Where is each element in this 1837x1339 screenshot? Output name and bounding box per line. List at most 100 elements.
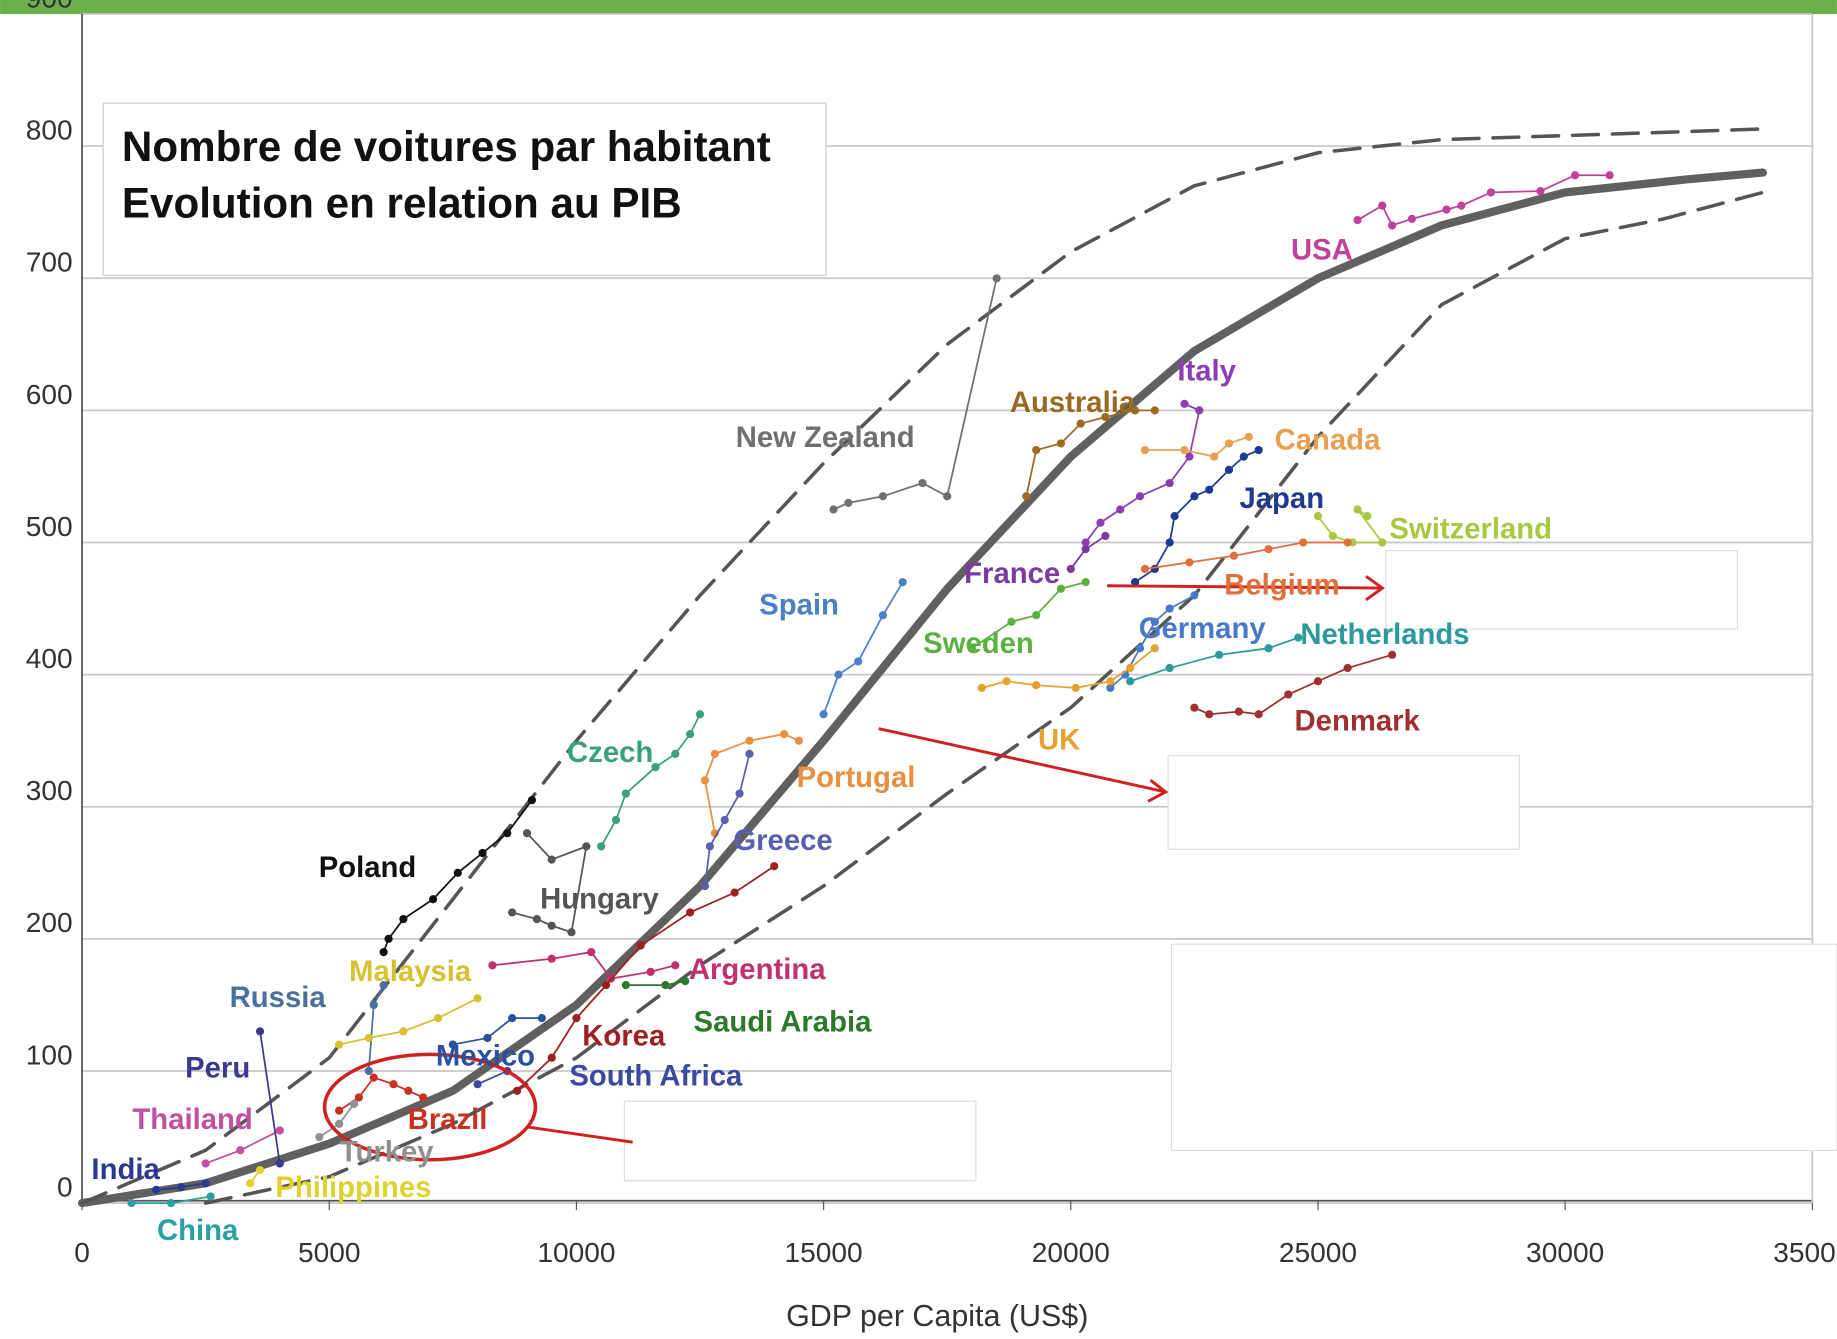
country-point (621, 981, 630, 990)
country-point (611, 815, 621, 825)
country-point (567, 928, 576, 937)
country-point (636, 941, 645, 950)
country-point (794, 736, 803, 745)
country-point (1185, 452, 1194, 461)
country-point (918, 478, 927, 488)
country-point (1002, 677, 1011, 686)
country-point (354, 1093, 364, 1102)
country-point (1106, 677, 1115, 686)
country-point (819, 710, 828, 719)
country-line (259, 1031, 281, 1164)
country-label: Japan (1239, 482, 1324, 515)
country-label: New Zealand (736, 421, 915, 454)
country-point (834, 670, 843, 679)
country-point (547, 954, 556, 963)
x-tick-label: 30000 (1526, 1237, 1604, 1268)
country-point (201, 1159, 210, 1168)
labels: USA Italy Australia Canada Japan Switzerland F… (91, 234, 1552, 1248)
country-point (1081, 545, 1090, 554)
country-point (671, 749, 680, 759)
country-point (419, 1093, 428, 1102)
country-point (1264, 545, 1273, 554)
y-tick-label: 100 (26, 1039, 73, 1070)
country-point (1353, 216, 1362, 225)
blank-box (1167, 755, 1521, 850)
country-label: Italy (1177, 354, 1236, 387)
x-tick-label: 0 (74, 1237, 90, 1268)
country-point (255, 1027, 265, 1036)
country-point (1101, 531, 1110, 541)
y-tick-label: 400 (26, 643, 73, 674)
country-point (700, 881, 710, 891)
country-label: Sweden (923, 627, 1034, 660)
country-line (382, 799, 533, 953)
country-point (1210, 452, 1219, 461)
country-point (349, 1099, 359, 1109)
country-point (483, 1033, 492, 1043)
country-point (369, 1000, 378, 1010)
country-label: Netherlands (1300, 618, 1469, 651)
country-label: USA (1291, 234, 1353, 267)
envelope-curve (203, 190, 1765, 1205)
country-label: China (157, 1214, 239, 1247)
country-point (671, 961, 680, 970)
country-label: Poland (319, 851, 417, 884)
country-point (854, 657, 863, 666)
country-point (547, 1053, 556, 1062)
country-label: Australia (1010, 386, 1136, 419)
country-point (1185, 558, 1194, 567)
country-point (572, 1014, 581, 1023)
country-point (389, 1080, 398, 1089)
country-point (152, 1185, 161, 1194)
country-point (1224, 439, 1234, 448)
country-point (1140, 564, 1150, 574)
country-point (1486, 188, 1496, 197)
x-tick-label: 20000 (1032, 1237, 1110, 1268)
country-line (338, 997, 478, 1046)
country-point (1313, 677, 1323, 686)
country-point (255, 1165, 265, 1175)
country-point (1536, 186, 1545, 196)
country-point (1343, 663, 1352, 673)
country-point (547, 921, 556, 930)
country-point (532, 914, 541, 924)
country-point (646, 967, 655, 977)
country-point (1343, 538, 1352, 547)
country-label: Germany (1139, 612, 1267, 645)
country-point (686, 729, 695, 739)
country-point (1106, 683, 1115, 692)
country-point (1130, 406, 1140, 415)
country-point (745, 749, 754, 759)
country-point (943, 492, 952, 501)
country-point (508, 1014, 517, 1023)
country-point (1081, 578, 1090, 587)
country-line (833, 278, 998, 511)
country-point (428, 895, 438, 904)
country-point (1032, 445, 1041, 455)
country-point (1150, 617, 1159, 626)
country-point (176, 1183, 186, 1192)
country-point (127, 1199, 136, 1208)
country-label: Argentina (689, 953, 826, 986)
country-point (1244, 432, 1253, 441)
country-label: Portugal (797, 761, 916, 794)
x-tick-label: 25000 (1279, 1237, 1357, 1268)
country-label: Malaysia (349, 955, 472, 988)
country-line (600, 713, 701, 847)
country-label: Brazil (408, 1103, 488, 1136)
country-point (537, 1014, 546, 1023)
country-point (735, 789, 744, 798)
country-point (1126, 677, 1135, 686)
chart-title: Nombre de voitures par habitant (122, 123, 771, 170)
highlight-ellipse (322, 1052, 538, 1162)
country-point (1254, 445, 1263, 455)
trend-curve (77, 168, 1768, 1208)
country-point (335, 1106, 344, 1115)
country-point (275, 1159, 284, 1168)
country-line (516, 865, 775, 1092)
country-point (1165, 478, 1174, 488)
country-point (686, 908, 695, 917)
country-point (1388, 650, 1397, 659)
country-point (1205, 710, 1214, 719)
country-point (1190, 591, 1199, 600)
